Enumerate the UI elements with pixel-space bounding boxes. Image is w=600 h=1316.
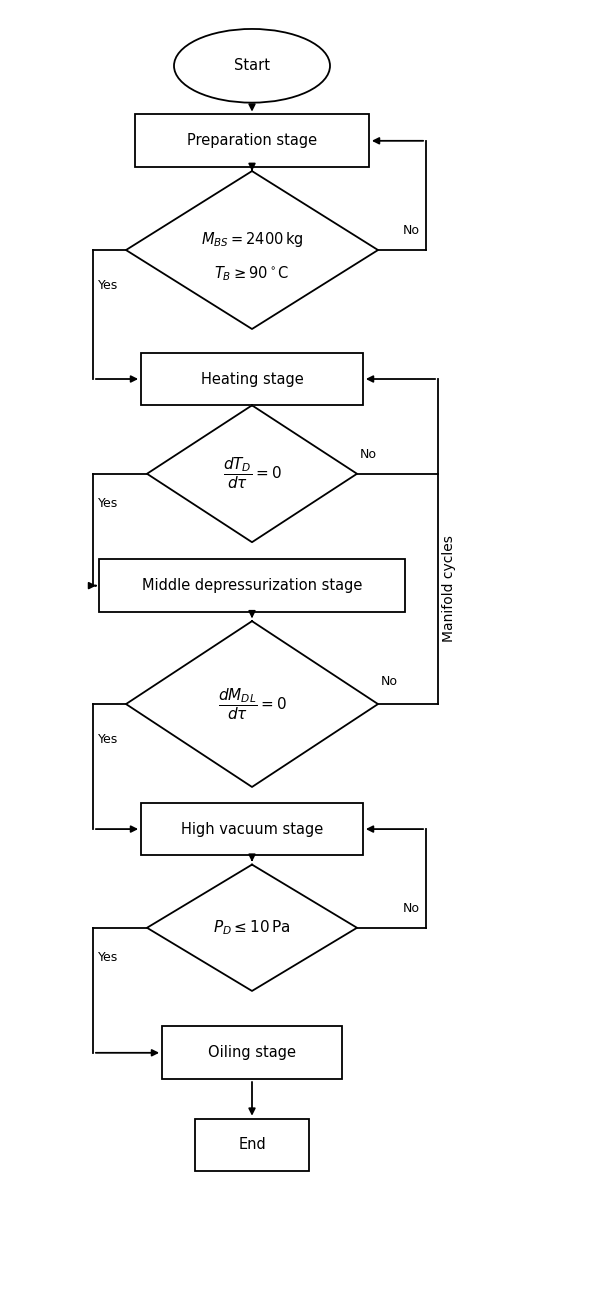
Text: End: End — [238, 1137, 266, 1153]
Text: Yes: Yes — [98, 279, 118, 292]
Text: Heating stage: Heating stage — [200, 371, 304, 387]
Text: No: No — [403, 901, 420, 915]
Text: High vacuum stage: High vacuum stage — [181, 821, 323, 837]
Text: Yes: Yes — [98, 497, 118, 511]
Text: $\dfrac{dT_D}{d\tau} = 0$: $\dfrac{dT_D}{d\tau} = 0$ — [223, 457, 281, 491]
Text: No: No — [360, 447, 377, 461]
Text: $T_B \geq 90^\circ\mathrm{C}$: $T_B \geq 90^\circ\mathrm{C}$ — [214, 265, 290, 283]
Bar — [195, 1119, 309, 1171]
Bar — [99, 559, 405, 612]
Text: Manifold cycles: Manifold cycles — [442, 536, 456, 642]
Text: $M_{BS} = 2400\,\mathrm{kg}$: $M_{BS} = 2400\,\mathrm{kg}$ — [201, 230, 303, 249]
Text: Yes: Yes — [98, 951, 118, 965]
Polygon shape — [126, 621, 378, 787]
Polygon shape — [147, 865, 357, 991]
Bar — [141, 803, 363, 855]
Polygon shape — [126, 171, 378, 329]
Bar — [162, 1026, 342, 1079]
Text: Oiling stage: Oiling stage — [208, 1045, 296, 1061]
Text: Yes: Yes — [98, 733, 118, 746]
Text: Middle depressurization stage: Middle depressurization stage — [142, 578, 362, 594]
Text: No: No — [403, 224, 420, 237]
Bar — [135, 114, 369, 167]
Bar — [141, 353, 363, 405]
Text: No: No — [381, 675, 398, 688]
Text: Preparation stage: Preparation stage — [187, 133, 317, 149]
Polygon shape — [147, 405, 357, 542]
Text: Start: Start — [234, 58, 270, 74]
Text: $\dfrac{dM_{DL}}{d\tau} = 0$: $\dfrac{dM_{DL}}{d\tau} = 0$ — [218, 687, 286, 721]
Text: $P_D \leq 10\,\mathrm{Pa}$: $P_D \leq 10\,\mathrm{Pa}$ — [213, 919, 291, 937]
